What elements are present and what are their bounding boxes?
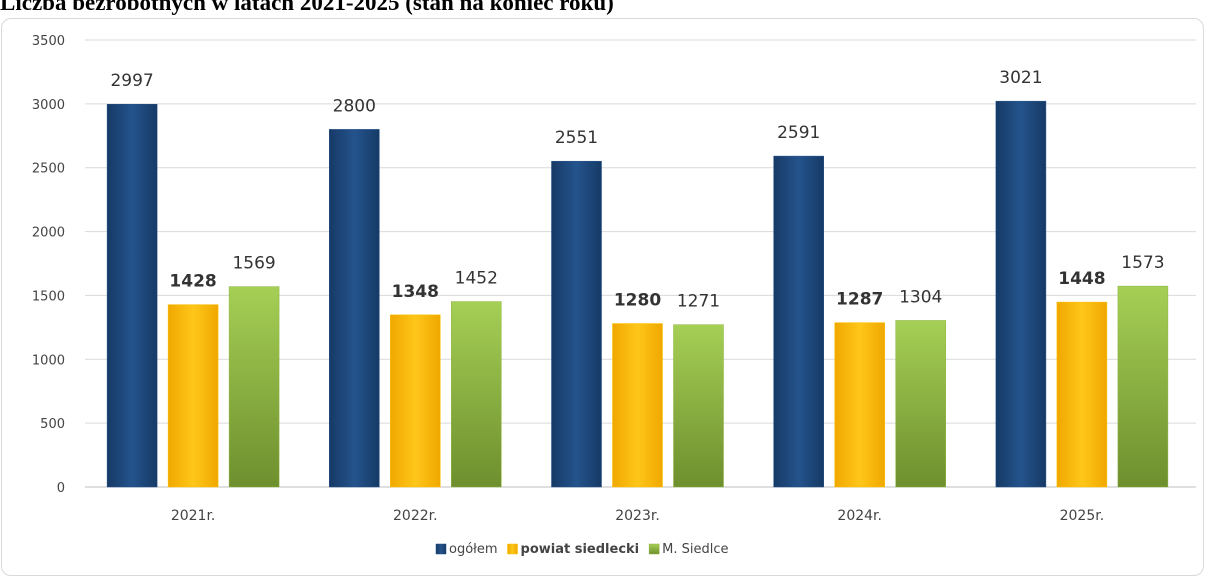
data-label: 2551 (555, 128, 598, 148)
y-tick-label: 2500 (32, 162, 65, 177)
bar (167, 304, 219, 488)
data-label: 1448 (1058, 269, 1105, 289)
data-label: 1348 (392, 282, 439, 302)
x-tick-label: 2024r. (837, 508, 882, 524)
y-tick-label: 3500 (32, 34, 65, 49)
bar (1056, 301, 1108, 488)
y-tick-label: 1000 (32, 353, 65, 368)
legend-label: ogółem (449, 542, 498, 557)
data-label: 1271 (677, 292, 720, 312)
data-label: 1452 (455, 269, 498, 289)
bar (228, 286, 280, 488)
data-label: 1573 (1121, 253, 1164, 273)
legend-swatch (507, 543, 518, 555)
bar (773, 155, 824, 488)
bar (995, 100, 1047, 488)
y-tick-label: 2000 (32, 226, 65, 241)
data-label: 2800 (333, 96, 376, 116)
x-tick-label: 2022r. (393, 508, 438, 524)
legend-label: M. Siedlce (662, 542, 728, 557)
y-tick-label: 1500 (32, 289, 65, 304)
data-label: 3021 (999, 68, 1042, 88)
bar (390, 314, 441, 488)
x-tick-label: 2025r. (1060, 508, 1105, 524)
bar (1117, 285, 1169, 488)
data-label: 1569 (232, 254, 275, 274)
data-label: 1287 (836, 290, 883, 310)
data-label: 2591 (777, 123, 820, 143)
y-tick-label: 0 (57, 481, 65, 496)
bar (451, 301, 502, 488)
x-tick-label: 2021r. (171, 508, 216, 524)
bar (612, 323, 663, 488)
y-tick-label: 500 (40, 417, 65, 432)
data-label: 2997 (110, 71, 153, 91)
chart-title: Liczba bezrobotnych w latach 2021-2025 (… (0, 0, 614, 15)
data-label: 1428 (169, 272, 216, 292)
x-tick-label: 2023r. (615, 508, 660, 524)
bar (895, 320, 946, 488)
legend-swatch (648, 543, 660, 555)
data-label: 1304 (899, 287, 942, 307)
bar (673, 324, 724, 488)
legend-swatch (435, 543, 447, 555)
bar (329, 129, 380, 488)
bar (834, 322, 885, 488)
data-label: 1280 (614, 291, 661, 311)
bar (106, 103, 158, 488)
bar (551, 160, 602, 488)
legend-label: powiat siedlecki (521, 542, 640, 557)
y-tick-label: 3000 (32, 98, 65, 113)
